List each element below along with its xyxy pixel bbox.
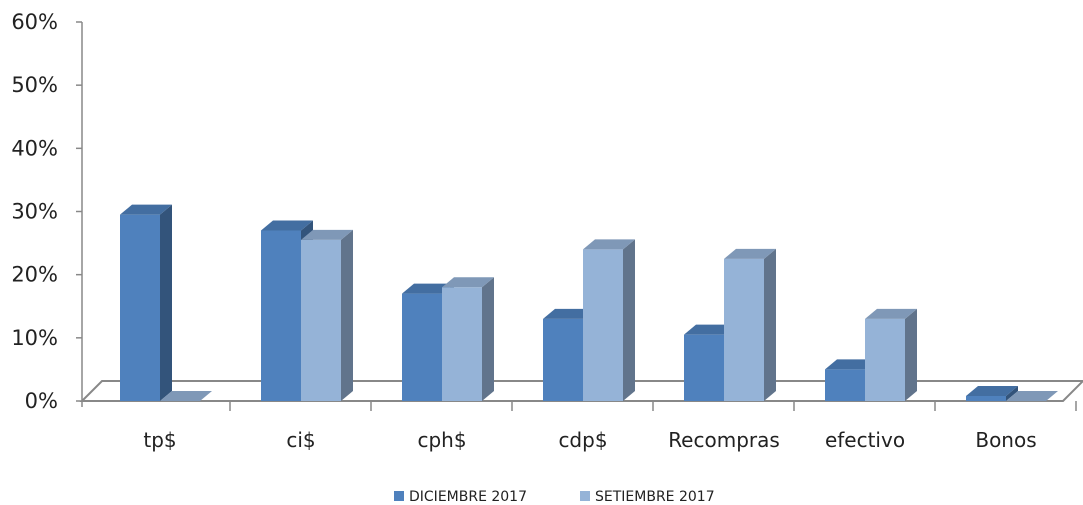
y-tick-label: 10% <box>11 326 58 350</box>
y-tick-label: 50% <box>11 73 58 97</box>
x-category-label: cph$ <box>417 428 466 452</box>
bar-setiembre-2017 <box>583 239 635 401</box>
x-category-label: tp$ <box>143 428 176 452</box>
legend-label: DICIEMBRE 2017 <box>409 489 527 505</box>
y-tick-label: 40% <box>11 136 58 160</box>
y-tick-label: 20% <box>11 263 58 287</box>
legend-swatch <box>580 491 590 501</box>
legend-label: SETIEMBRE 2017 <box>595 489 715 505</box>
legend: DICIEMBRE 2017 SETIEMBRE 2017 <box>394 489 715 505</box>
bar-setiembre-2017 <box>1006 391 1058 401</box>
bar-diciembre-2017 <box>120 204 172 401</box>
bar-setiembre-2017 <box>301 229 353 401</box>
y-tick-label: 30% <box>11 200 58 224</box>
y-axis-ticks: 0% 10% 20% 30% 40% 50% 60% <box>11 10 82 413</box>
x-category-label: Recompras <box>668 428 780 452</box>
bar-diciembre-2017 <box>966 385 1018 401</box>
bar-setiembre-2017 <box>160 391 212 401</box>
y-tick-label: 60% <box>11 10 58 34</box>
legend-swatch <box>394 491 404 501</box>
bar-setiembre-2017 <box>724 248 776 401</box>
x-category-label: Bonos <box>975 428 1036 452</box>
y-tick-label: 0% <box>25 389 58 413</box>
x-category-label: ci$ <box>286 428 315 452</box>
x-category-label: cdp$ <box>558 428 607 452</box>
x-axis-labels: tp$ ci$ cph$ cdp$ Recompras efectivo Bonos <box>143 401 1077 452</box>
bar-setiembre-2017 <box>865 308 917 401</box>
chart-bars <box>120 204 1058 401</box>
bar-setiembre-2017 <box>442 277 494 401</box>
x-category-label: efectivo <box>825 428 905 452</box>
